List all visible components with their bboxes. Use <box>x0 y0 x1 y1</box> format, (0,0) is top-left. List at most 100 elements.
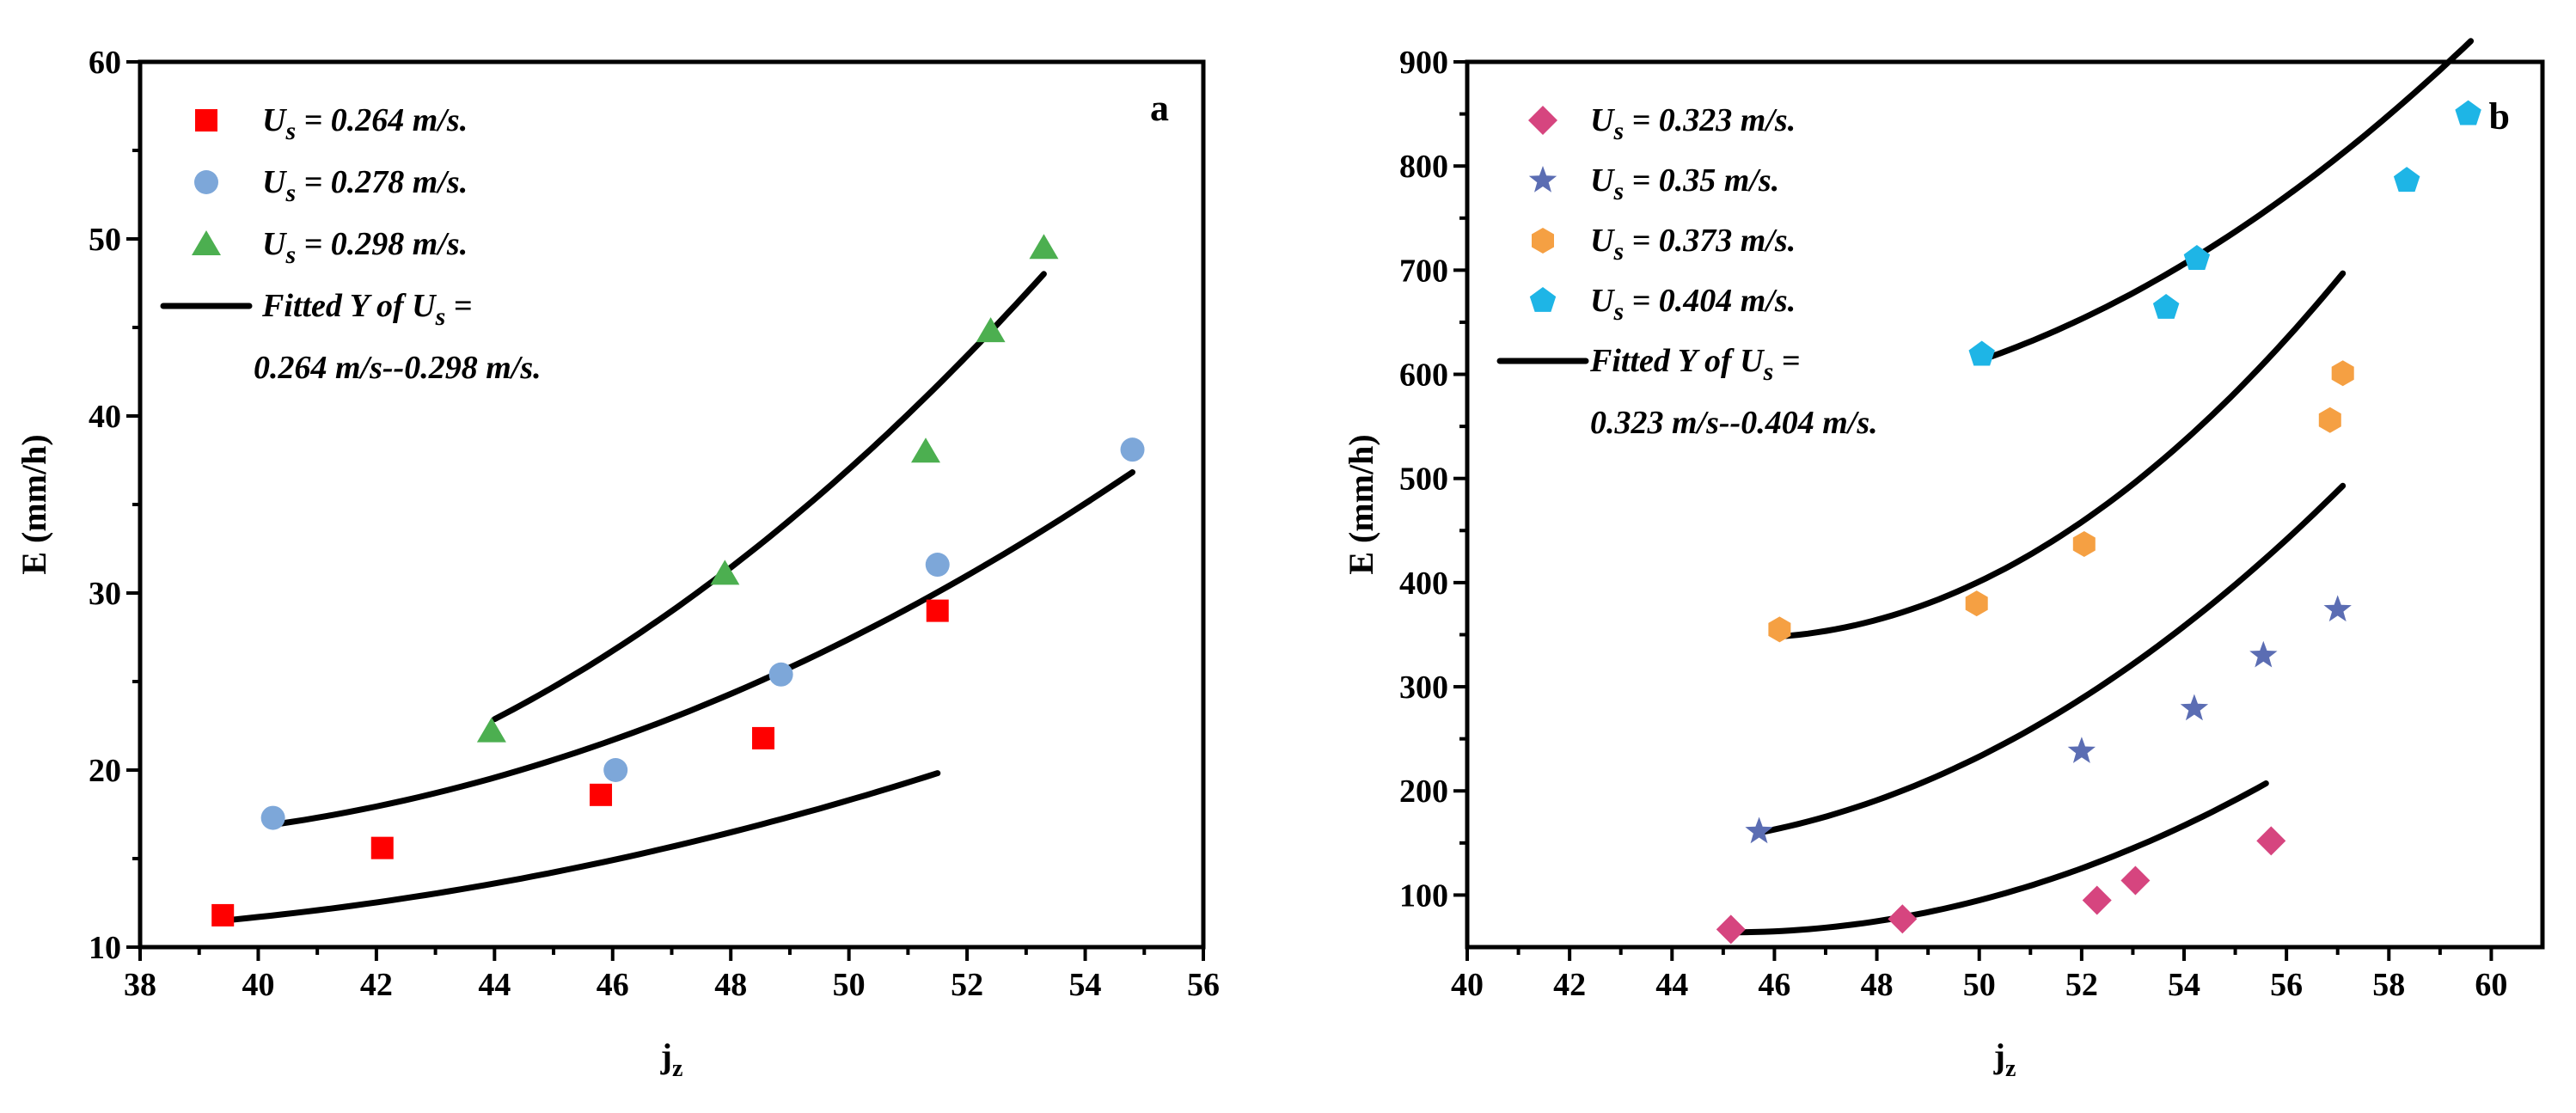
data-point <box>2067 737 2096 763</box>
panel-tag: b <box>2489 95 2510 138</box>
data-point <box>1965 590 1988 617</box>
legend-label-main: U <box>262 102 288 138</box>
x-tick-label: 52 <box>951 967 983 1003</box>
legend-fit-label: Fitted Y of Us = <box>1589 343 1800 386</box>
y-tick-label: 300 <box>1399 670 1448 706</box>
legend-label: Us = 0.373 m/s. <box>1590 223 1796 266</box>
legend-fit-sub: s <box>435 303 446 331</box>
x-tick-label: 48 <box>714 967 747 1003</box>
legend-fit-range: 0.323 m/s--0.404 m/s. <box>1590 405 1878 441</box>
x-tick-label: 42 <box>360 967 393 1003</box>
legend-label-rest: = 0.298 m/s. <box>296 226 468 262</box>
x-tick-label: 56 <box>2270 967 2303 1003</box>
fitted-curve-2 <box>272 469 1135 828</box>
legend-label-main: U <box>1590 283 1616 319</box>
data-point <box>2180 694 2209 721</box>
data-point <box>590 783 613 806</box>
plot-frame <box>1465 59 2545 950</box>
legend-marker <box>195 109 217 131</box>
x-tick-label: 54 <box>2168 967 2200 1003</box>
fitted-curve-1 <box>1725 780 2269 936</box>
y-tick-label: 800 <box>1399 149 1448 185</box>
x-tick-label: 46 <box>597 967 629 1003</box>
x-axis-title-main: j <box>660 1037 672 1075</box>
y-tick-label: 60 <box>89 45 121 81</box>
fitted-curve-3 <box>491 271 1047 723</box>
x-tick-label: 38 <box>124 967 156 1003</box>
x-tick-label: 50 <box>1963 967 1996 1003</box>
legend-label: Us = 0.323 m/s. <box>1590 102 1796 145</box>
data-point <box>768 662 793 687</box>
x-tick-label: 50 <box>833 967 866 1003</box>
legend-label-sub: s <box>1612 297 1624 326</box>
x-tick-label: 54 <box>1069 967 1102 1003</box>
legend-fit-range: 0.264 m/s--0.298 m/s. <box>254 350 542 386</box>
legend-fit-label: Fitted Y of Us = <box>261 288 472 331</box>
legend-label-rest: = 0.264 m/s. <box>296 102 468 138</box>
y-tick-label: 700 <box>1399 253 1448 289</box>
data-point <box>1768 616 1791 643</box>
y-tick-label: 500 <box>1399 462 1448 498</box>
data-point <box>1120 437 1145 462</box>
legend-label: Us = 0.35 m/s. <box>1590 162 1779 205</box>
y-tick-label: 40 <box>89 399 121 435</box>
fitted-curve-2 <box>1756 482 2347 836</box>
data-point <box>2318 407 2341 433</box>
fitted-curve-4 <box>1981 38 2475 363</box>
data-point <box>925 553 950 578</box>
legend-label-sub: s <box>285 117 296 145</box>
legend-marker <box>1528 166 1557 193</box>
x-axis-title-sub: z <box>672 1055 682 1082</box>
data-point <box>1968 340 1995 366</box>
x-tick-label: 44 <box>1655 967 1688 1003</box>
legend-label-rest: = 0.35 m/s. <box>1624 162 1779 199</box>
legend-marker <box>194 170 218 194</box>
legend-marker <box>1529 287 1557 312</box>
legend-label-sub: s <box>1612 177 1624 205</box>
x-axis-title: jz <box>1993 1037 2016 1082</box>
x-tick-label: 58 <box>2372 967 2405 1003</box>
legend-label-rest: = 0.323 m/s. <box>1624 102 1796 138</box>
y-tick-label: 50 <box>89 222 121 258</box>
x-tick-label: 46 <box>1758 967 1790 1003</box>
data-point <box>2183 245 2211 270</box>
legend-label-main: U <box>1590 223 1616 259</box>
legend-label: Us = 0.264 m/s. <box>262 102 468 145</box>
data-point <box>2455 100 2481 125</box>
data-point <box>260 805 285 830</box>
fitted-curve-1 <box>219 770 941 924</box>
panel-b: 40 42 44 46 48 50 52 54 56 58 60 100 200 300 400 500 600… <box>1342 38 2545 1082</box>
legend-fit-rest: = <box>1773 343 1800 379</box>
legend-label-main: U <box>262 226 288 262</box>
data-point <box>1716 914 1746 945</box>
data-point <box>211 903 235 926</box>
x-tick-label: 40 <box>242 967 274 1003</box>
data-point <box>2152 294 2180 319</box>
legend-label-rest: = 0.404 m/s. <box>1624 283 1796 319</box>
legend-label-main: U <box>262 164 288 200</box>
data-point <box>752 726 775 749</box>
x-axis-title-sub: z <box>2005 1055 2016 1082</box>
legend-marker <box>1528 106 1557 135</box>
x-tick-label: 40 <box>1451 967 1484 1003</box>
legend-fit-rest: = <box>445 288 472 324</box>
data-point <box>2256 826 2286 856</box>
data-point <box>1888 904 1918 934</box>
legend-fit-main: Fitted Y of U <box>261 288 437 324</box>
legend-label: Us = 0.404 m/s. <box>1590 283 1796 326</box>
legend-label-rest: = 0.373 m/s. <box>1624 223 1796 259</box>
data-point <box>2393 167 2420 193</box>
y-tick-label: 600 <box>1399 358 1448 394</box>
y-tick-label: 100 <box>1399 878 1448 914</box>
data-point <box>2120 865 2151 896</box>
x-axis-title-main: j <box>1993 1037 2005 1075</box>
panel-a: 38 40 42 44 46 48 50 52 54 56 10 20 30 40 50 60 jz E (mm/… <box>15 45 1220 1082</box>
data-point <box>2331 360 2354 387</box>
y-tick-label: 900 <box>1399 45 1448 81</box>
legend-fit-sub: s <box>1763 358 1774 386</box>
y-tick-label: 30 <box>89 576 121 612</box>
data-point <box>926 599 949 622</box>
data-point <box>1029 234 1059 260</box>
data-point <box>2072 531 2096 557</box>
